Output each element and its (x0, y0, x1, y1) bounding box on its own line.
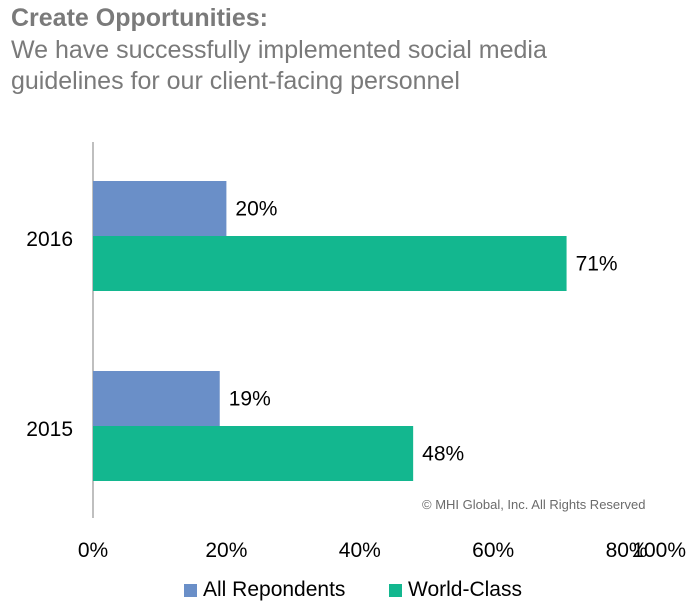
legend: All Repondents World-Class (0, 578, 697, 606)
legend-item-world-class: World-Class (389, 578, 522, 602)
x-tick-label: 100% (632, 539, 686, 562)
data-label-all-repondents-2016: 20% (235, 198, 277, 221)
legend-swatch-world-class (389, 584, 402, 597)
category-label-2015: 2015 (26, 418, 73, 441)
legend-item-all-repondents: All Repondents (184, 578, 345, 602)
legend-label-all-repondents: All Repondents (203, 578, 345, 602)
data-label-all-repondents-2015: 19% (229, 388, 271, 411)
bar-world-class-2015 (93, 426, 413, 481)
x-tick-label: 60% (472, 539, 514, 562)
category-label-2016: 2016 (26, 228, 73, 251)
bar-world-class-2016 (93, 236, 567, 291)
bar-all-repondents-2016 (93, 181, 226, 236)
data-label-world-class-2015: 48% (422, 443, 464, 466)
x-tick-label: 20% (205, 539, 247, 562)
data-label-world-class-2016: 71% (576, 253, 618, 276)
x-tick-label: 40% (339, 539, 381, 562)
legend-swatch-all-repondents (184, 584, 197, 597)
legend-label-world-class: World-Class (408, 578, 522, 602)
x-tick-label: 0% (78, 539, 108, 562)
bar-all-repondents-2015 (93, 371, 220, 426)
copyright-notice: © MHI Global, Inc. All Rights Reserved (422, 497, 645, 512)
